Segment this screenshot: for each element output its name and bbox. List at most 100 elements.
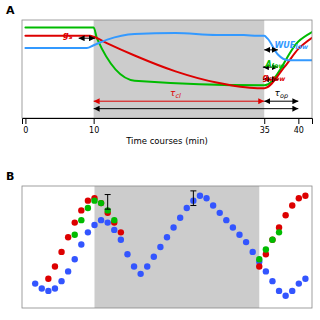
x-tick: 0 (23, 118, 28, 135)
annotation-subscript: low (295, 43, 309, 51)
point (249, 249, 255, 255)
point (230, 224, 236, 230)
point (45, 276, 51, 282)
x-tick: 40 (294, 118, 304, 135)
plot-frame (22, 186, 312, 308)
panel: B (6, 170, 312, 308)
point (98, 200, 104, 206)
panel-label: B (6, 170, 14, 183)
point (296, 195, 302, 201)
point (72, 232, 78, 238)
annotation-subscript: slow (269, 75, 287, 83)
point (282, 293, 288, 299)
point (151, 254, 157, 260)
arrow-label: τop (275, 88, 289, 100)
point (223, 217, 229, 223)
point-series (45, 193, 308, 282)
point (263, 246, 269, 252)
plot-area (32, 186, 309, 308)
point (111, 227, 117, 233)
error-bars (105, 191, 197, 209)
point (98, 217, 104, 223)
point (65, 234, 71, 240)
double-arrow (94, 108, 299, 109)
point (177, 215, 183, 221)
point (302, 193, 308, 199)
arrow-label-subscript: op (280, 92, 288, 100)
point (85, 229, 91, 235)
point (217, 210, 223, 216)
annotation-subscript: low (272, 62, 286, 70)
point (256, 256, 262, 262)
point (302, 276, 308, 282)
double-arrow (79, 38, 95, 39)
point (98, 200, 104, 206)
error-bar (190, 191, 196, 206)
x-tick-mark (264, 118, 265, 124)
point (282, 212, 288, 218)
point (52, 263, 58, 269)
line (25, 36, 312, 88)
point (269, 278, 275, 284)
point (32, 280, 38, 286)
point (58, 249, 64, 255)
annotation: Alow (265, 59, 286, 69)
x-tick: 35 (260, 118, 270, 135)
chart-canvas: 0103540Time courses (min)τclτopgsWUElowA… (0, 0, 320, 320)
point (58, 278, 64, 284)
annotation: WUElow (274, 41, 308, 51)
double-arrow (94, 101, 265, 102)
point (137, 271, 143, 277)
x-tick-label: 35 (260, 126, 270, 135)
panel-label: A (6, 4, 15, 17)
point (111, 217, 117, 223)
point-series (72, 197, 283, 262)
point (144, 263, 150, 269)
arrow-label: τcl (170, 88, 181, 100)
annotations: τclτopgsWUElowAlowgslow (63, 30, 309, 108)
point (263, 268, 269, 274)
point (170, 224, 176, 230)
x-tick-mark (25, 118, 26, 124)
x-tick: 10 (89, 118, 99, 135)
x-tick-label: 0 (23, 126, 28, 135)
point (131, 263, 137, 269)
point (78, 217, 84, 223)
point (45, 288, 51, 294)
point (184, 205, 190, 211)
annotation-main: A (265, 59, 272, 68)
point (124, 251, 130, 257)
x-tick-label: 10 (89, 126, 99, 135)
point (52, 285, 58, 291)
point (72, 256, 78, 262)
shaded-region (95, 186, 260, 308)
point (85, 197, 91, 203)
plot-frame (22, 20, 312, 118)
x-axis-line (23, 119, 313, 125)
double-arrow (264, 101, 298, 102)
point (243, 239, 249, 245)
point (197, 193, 203, 199)
point (72, 219, 78, 225)
point-series (32, 193, 309, 299)
line (25, 33, 312, 60)
point (39, 285, 45, 291)
point (276, 229, 282, 235)
point (210, 202, 216, 208)
point (164, 234, 170, 240)
point (118, 229, 124, 235)
point (203, 195, 209, 201)
annotation: gslow (263, 72, 286, 82)
x-tick-label: 40 (294, 126, 304, 135)
annotation: gs (63, 30, 73, 40)
plot-area (25, 20, 312, 118)
point (118, 236, 124, 242)
error-bar (105, 195, 111, 210)
annotation-main: WUE (274, 41, 295, 50)
point (289, 202, 295, 208)
annotation-subscript: s (69, 33, 73, 41)
point (236, 232, 242, 238)
x-tick-mark (94, 118, 95, 124)
x-axis-title: Time courses (min) (125, 136, 208, 146)
point (91, 222, 97, 228)
